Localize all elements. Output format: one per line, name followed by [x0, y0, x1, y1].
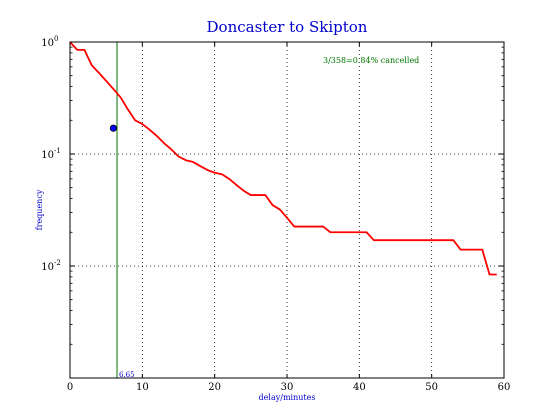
x-tick-label: 10	[136, 382, 149, 393]
x-tick-label: 0	[67, 382, 73, 393]
x-axis-label: delay/minutes	[259, 393, 316, 402]
data-point-marker	[109, 124, 118, 132]
svg-text:10: 10	[41, 38, 54, 49]
x-tick-label: 60	[498, 382, 511, 393]
x-tick-label: 50	[425, 382, 438, 393]
y-axis-label: frequency	[35, 189, 44, 230]
svg-text:-2: -2	[54, 259, 61, 267]
x-tick-label: 40	[353, 382, 366, 393]
svg-text:10: 10	[41, 262, 54, 273]
y-tick-label: 10 -1	[41, 147, 61, 161]
series-layer	[69, 41, 497, 378]
y-tick-label: 10 0	[41, 35, 58, 49]
vline-label: 6.65	[119, 371, 135, 379]
x-tick-label: 30	[281, 382, 294, 393]
cancelled-annotation: 3/358=0.84% cancelled	[323, 56, 419, 65]
grid	[70, 42, 504, 378]
series-line	[69, 41, 497, 276]
svg-text:10: 10	[41, 150, 54, 161]
x-tick-label: 20	[208, 382, 221, 393]
svg-text:-1: -1	[54, 147, 61, 155]
y-tick-label: 10 -2	[41, 259, 61, 273]
svg-text:0: 0	[54, 35, 58, 43]
chart-title: Doncaster to Skipton	[207, 18, 368, 36]
